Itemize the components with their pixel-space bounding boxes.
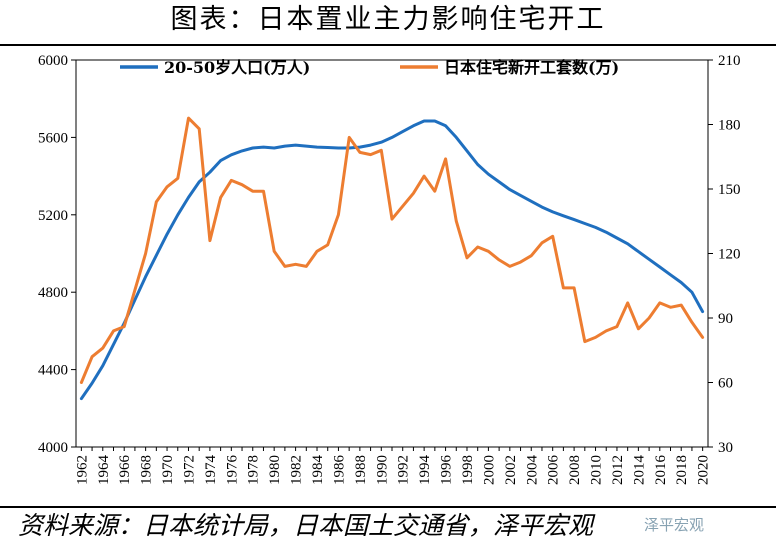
x-tick-label: 2018 (674, 455, 690, 485)
x-tick-label: 1990 (374, 455, 390, 485)
footer-divider (0, 506, 776, 508)
y-right-tick-label: 180 (718, 118, 741, 134)
x-tick-label: 1978 (246, 455, 262, 485)
y-left-tick-label: 6000 (38, 53, 68, 69)
y-left-tick-label: 4400 (38, 363, 68, 379)
page-title: 图表：日本置业主力影响住宅开工 (170, 4, 606, 35)
x-tick-label: 2000 (481, 455, 497, 485)
y-right-tick-label: 210 (718, 53, 741, 69)
x-tick-label: 1984 (310, 455, 326, 486)
line-chart: 4000 4400 4800 5200 5600 6000 30 60 90 120 150 180 2… (38, 53, 741, 485)
x-tick-label: 2004 (524, 455, 540, 486)
x-tick-label: 2002 (503, 455, 519, 485)
legend-label-housing-starts: 日本住宅新开工套数(万) (444, 58, 619, 77)
x-tick-label: 1998 (460, 455, 476, 485)
x-tick-label: 2008 (567, 455, 583, 485)
x-tick-label: 1988 (353, 455, 369, 485)
x-tick-label: 1974 (203, 455, 219, 486)
x-tick-label: 1962 (74, 455, 90, 485)
plot-frame (75, 59, 709, 448)
x-tick-label: 2012 (610, 455, 626, 485)
x-tick-label: 2014 (631, 455, 647, 486)
x-tick-label: 1996 (439, 455, 455, 486)
series-line-population (79, 119, 705, 401)
y-right-tick-label: 30 (718, 440, 733, 456)
x-tick-label: 2006 (546, 455, 562, 486)
watermark: 泽平宏观 (644, 516, 705, 534)
series-lines (79, 116, 705, 401)
x-tick-label: 2010 (589, 455, 605, 485)
x-tick-label: 1992 (396, 455, 412, 485)
title-divider (0, 44, 776, 46)
x-tick-label: 1976 (224, 455, 240, 486)
x-tick-label: 2016 (653, 455, 669, 486)
legend-label-population: 20-50岁人口(万人) (164, 58, 310, 77)
x-tick-label: 1966 (117, 455, 133, 486)
y-right-tick-label: 90 (718, 311, 733, 327)
y-right-tick-label: 150 (718, 182, 741, 198)
y-right-tick-label: 120 (718, 247, 741, 263)
y-left-tick-label: 5600 (38, 130, 68, 146)
axes: 4000 4400 4800 5200 5600 6000 30 60 90 120 150 180 2… (38, 53, 741, 485)
y-right-tick-label: 60 (718, 376, 733, 392)
x-tick-label: 1986 (331, 455, 347, 486)
x-tick-label: 1970 (160, 455, 176, 485)
source-note: 资料来源：日本统计局，日本国土交通省，泽平宏观 (18, 511, 594, 540)
x-tick-label: 1972 (181, 455, 197, 485)
x-tick-label: 1968 (139, 455, 155, 485)
x-tick-label: 2020 (696, 455, 712, 485)
x-tick-label: 1994 (417, 455, 433, 486)
y-left-tick-label: 4000 (38, 440, 68, 456)
series-line-housing-starts (79, 116, 705, 384)
legend: 20-50岁人口(万人) 日本住宅新开工套数(万) (120, 58, 619, 77)
x-tick-label: 1980 (267, 455, 283, 485)
y-left-tick-label: 5200 (38, 208, 68, 224)
x-tick-label: 1982 (289, 455, 305, 485)
x-tick-label: 1964 (96, 455, 112, 486)
y-left-tick-label: 4800 (38, 285, 68, 301)
